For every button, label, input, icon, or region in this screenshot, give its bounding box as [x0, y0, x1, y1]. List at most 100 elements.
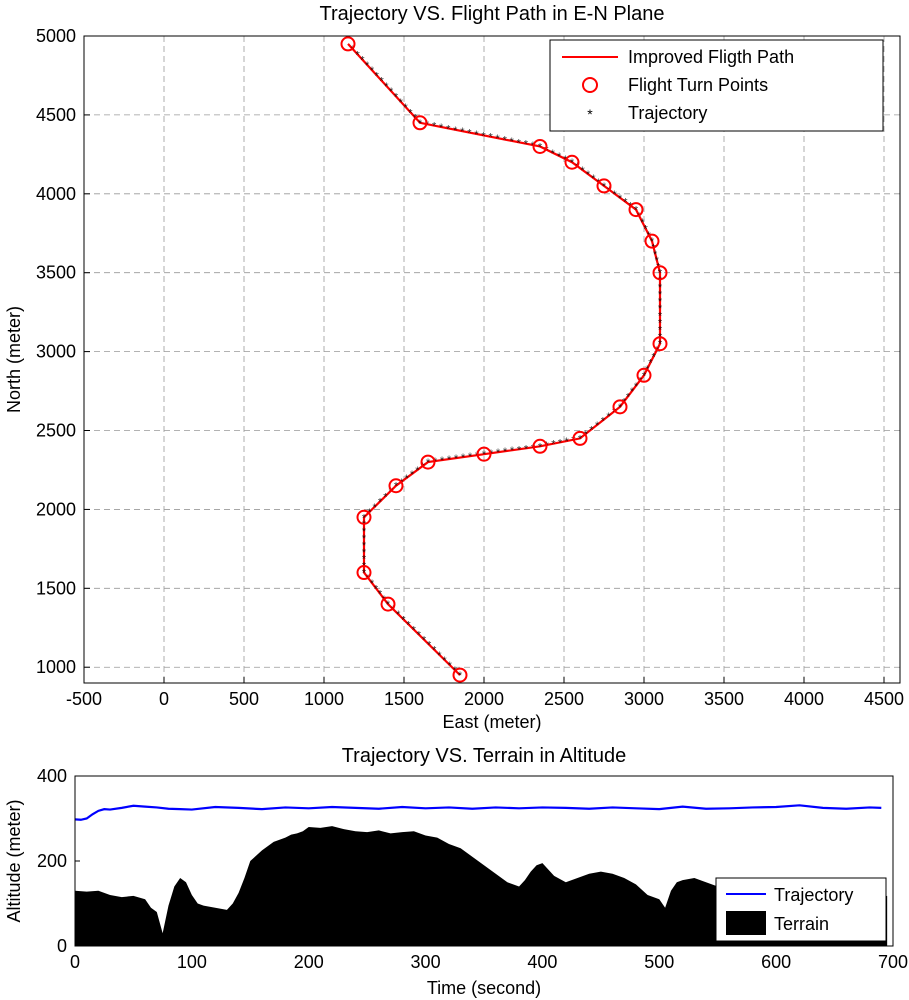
altitude-chart: 0 100 200 300 400 500 600 700 0 200 400 Trajectory…	[4, 745, 908, 998]
terrain-area	[75, 826, 888, 946]
trajectory-point: *	[643, 224, 648, 236]
trajectory-point: *	[362, 533, 367, 545]
trajectory-point: *	[399, 97, 404, 109]
trajectory-point: *	[570, 157, 575, 169]
trajectory-point: *	[396, 609, 401, 621]
trajectory-point: *	[394, 91, 399, 103]
y-tick-label: 2500	[36, 421, 76, 441]
y-tick-label: 1000	[36, 657, 76, 677]
en-plane-x-axis-label: East (meter)	[442, 712, 541, 732]
trajectory-point: *	[379, 76, 384, 88]
trajectory-point: *	[651, 242, 656, 254]
trajectory-point: *	[412, 624, 417, 636]
trajectory-point: *	[510, 445, 515, 457]
trajectory-point: *	[432, 121, 437, 133]
altitude-ticks: 0 100 200 300 400 500 600 700 0 200 400	[37, 766, 908, 972]
x-tick-label: 600	[761, 952, 791, 972]
legend-asterisk-marker: *	[587, 106, 593, 122]
trajectory-point: *	[658, 289, 663, 301]
trajectory-point: *	[630, 386, 635, 398]
legend-label-trajectory: Trajectory	[628, 103, 707, 123]
trajectory-point: *	[427, 640, 432, 652]
trajectory-point: *	[538, 441, 543, 453]
trajectory-point: *	[417, 630, 422, 642]
trajectory-point: *	[448, 660, 453, 672]
trajectory-point: *	[524, 139, 529, 151]
x-tick-label: 300	[411, 952, 441, 972]
trajectory-point: *	[453, 125, 458, 137]
trajectory-point: *	[365, 60, 370, 72]
trajectory-point: *	[370, 65, 375, 77]
trajectory-point: *	[510, 136, 515, 148]
turn-point-marker	[380, 596, 396, 612]
turn-point-marker	[412, 115, 428, 131]
turn-point-marker	[340, 36, 356, 52]
trajectory-point: *	[351, 44, 356, 56]
trajectory-point: *	[544, 145, 549, 157]
trajectory-point: *	[496, 447, 501, 459]
trajectory-point: *	[474, 129, 479, 141]
y-tick-label: 400	[37, 766, 67, 786]
trajectory-point: *	[503, 135, 508, 147]
trajectory-point: *	[442, 655, 447, 667]
trajectory-point: *	[637, 211, 642, 223]
x-tick-label: 4000	[784, 689, 824, 709]
en-plane-series: ***************************** * * * * * * * * * * *…	[340, 36, 668, 683]
trajectory-point: *	[467, 128, 472, 140]
en-plane-legend: * Improved Fligth Path Flight Turn Point…	[549, 39, 884, 132]
x-tick-label: 2500	[544, 689, 584, 709]
trajectory-point: *	[362, 547, 367, 559]
trajectory-point: *	[386, 599, 391, 611]
trajectory-point: *	[524, 443, 529, 455]
trajectory-point: *	[355, 49, 360, 61]
turn-point-marker	[596, 178, 612, 194]
trajectory-point: *	[460, 126, 465, 138]
en-plane-y-axis-label: North (meter)	[4, 306, 24, 413]
en-plane-title: Trajectory VS. Flight Path in E-N Plane	[320, 3, 665, 25]
trajectory-point: *	[658, 303, 663, 315]
trajectory-point: *	[362, 519, 367, 531]
trajectory-point: *	[360, 55, 365, 67]
trajectory-point: *	[374, 583, 379, 595]
trajectory-point: *	[658, 296, 663, 308]
trajectory-point: *	[612, 406, 617, 418]
y-tick-label: 0	[57, 936, 67, 956]
trajectory-point: *	[640, 217, 645, 229]
trajectory-point: *	[551, 439, 556, 451]
turn-point-marker	[452, 667, 468, 683]
trajectory-point: *	[658, 282, 663, 294]
y-tick-label: 200	[37, 851, 67, 871]
trajectory-point: *	[626, 391, 631, 403]
trajectory-point: *	[557, 151, 562, 163]
trajectory-point: *	[607, 185, 612, 197]
trajectory-point: *	[418, 118, 423, 130]
trajectory-point: *	[565, 436, 570, 448]
en-plane-legend-box	[549, 39, 884, 132]
x-tick-label: 500	[229, 689, 259, 709]
x-tick-label: 400	[527, 952, 557, 972]
y-tick-label: 1500	[36, 578, 76, 598]
trajectory-point: *	[406, 619, 411, 631]
altitude-series	[74, 804, 888, 946]
x-tick-label: 0	[159, 689, 169, 709]
trajectory-point: *	[447, 454, 452, 466]
trajectory-point: *	[618, 402, 623, 414]
turn-point-marker	[532, 138, 548, 154]
trajectory-point: *	[446, 123, 451, 135]
trajectory-point: *	[658, 268, 663, 280]
en-plane-chart: -500 0 500 1000 1500 2000 2500 3000 3500 4000 4500…	[4, 3, 904, 732]
y-tick-label: 4500	[36, 105, 76, 125]
altitude-title: Trajectory VS. Terrain in Altitude	[342, 745, 627, 767]
trajectory-point: *	[658, 325, 663, 337]
trajectory-point: *	[362, 540, 367, 552]
trajectory-point: *	[503, 446, 508, 458]
trajectory-point: *	[496, 133, 501, 145]
trajectory-point: *	[383, 491, 388, 503]
trajectory-point: *	[391, 604, 396, 616]
turn-point-marker	[612, 399, 628, 415]
x-tick-label: 4500	[864, 689, 904, 709]
x-tick-label: 3500	[704, 689, 744, 709]
trajectory-point: *	[653, 249, 658, 261]
trajectory-point: *	[440, 455, 445, 467]
trajectory-point: *	[488, 132, 493, 144]
